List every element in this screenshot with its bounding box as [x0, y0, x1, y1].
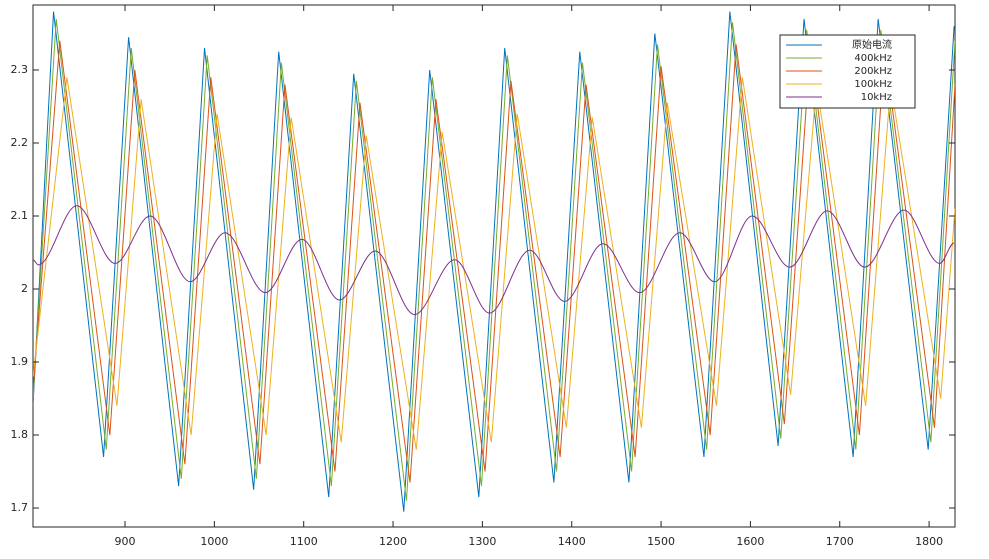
y-tick-label: 1.9: [11, 355, 29, 368]
legend-label: 100kHz: [854, 79, 892, 90]
y-tick-label: 2: [21, 282, 28, 295]
x-tick-label: 1800: [915, 535, 943, 548]
y-tick-label: 1.7: [11, 501, 29, 514]
series-line: [33, 205, 955, 316]
series-line: [33, 77, 955, 450]
x-tick-label: 900: [115, 535, 136, 548]
y-tick-label: 2.1: [11, 209, 29, 222]
series-line: [33, 40, 955, 483]
legend-label: 400kHz: [854, 53, 892, 64]
legend-label: 10kHz: [861, 92, 892, 103]
x-tick-label: 1600: [736, 535, 764, 548]
y-tick-label: 2.2: [11, 136, 29, 149]
x-tick-label: 1500: [647, 535, 675, 548]
x-tick-label: 1300: [468, 535, 496, 548]
x-tick-label: 1000: [200, 535, 228, 548]
y-tick-label: 2.3: [11, 63, 29, 76]
x-tick-label: 1200: [379, 535, 407, 548]
x-tick-label: 1700: [826, 535, 854, 548]
legend-label: 200kHz: [854, 66, 892, 77]
x-tick-label: 1400: [558, 535, 586, 548]
legend-label: 原始电流: [852, 38, 892, 51]
y-tick-label: 1.8: [11, 428, 29, 441]
x-tick-label: 1100: [290, 535, 318, 548]
